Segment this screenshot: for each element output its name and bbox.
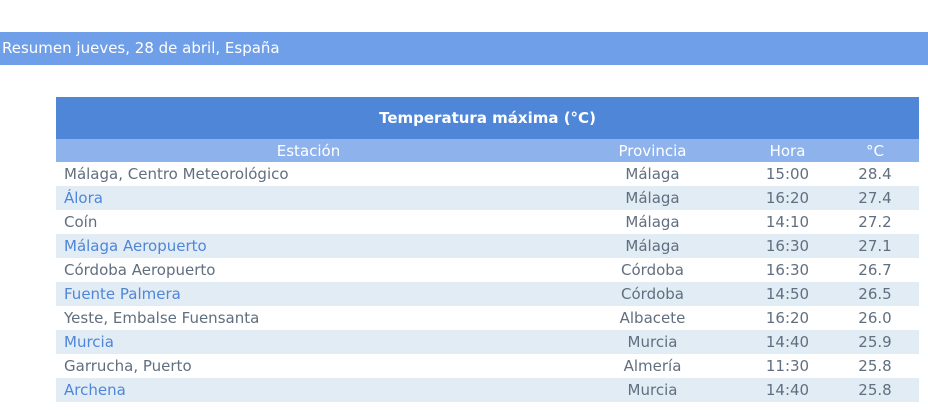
station-cell[interactable]: Málaga Aeropuerto bbox=[56, 234, 561, 258]
table-row: Archena Murcia 14:40 25.8 bbox=[56, 378, 920, 402]
temp-cell: 28.4 bbox=[831, 162, 920, 186]
station-cell[interactable]: Málaga, Centro Meteorológico bbox=[56, 162, 561, 186]
temp-cell: 27.1 bbox=[831, 234, 920, 258]
province-cell: Almería bbox=[561, 354, 744, 378]
table-row: Garrucha, Puerto Almería 11:30 25.8 bbox=[56, 354, 920, 378]
max-temperature-table-container: Temperatura máxima (°C) Estación Provinc… bbox=[56, 97, 920, 402]
table-row: Álora Málaga 16:20 27.4 bbox=[56, 186, 920, 210]
column-header-hour[interactable]: Hora bbox=[744, 139, 831, 162]
hour-cell: 15:00 bbox=[744, 162, 831, 186]
table-row: Fuente Palmera Córdoba 14:50 26.5 bbox=[56, 282, 920, 306]
temp-cell: 26.5 bbox=[831, 282, 920, 306]
temp-cell: 25.9 bbox=[831, 330, 920, 354]
hour-cell: 14:40 bbox=[744, 378, 831, 402]
station-cell[interactable]: Yeste, Embalse Fuensanta bbox=[56, 306, 561, 330]
station-cell[interactable]: Murcia bbox=[56, 330, 561, 354]
province-cell: Málaga bbox=[561, 162, 744, 186]
province-cell: Murcia bbox=[561, 378, 744, 402]
temp-cell: 26.0 bbox=[831, 306, 920, 330]
table-row: Murcia Murcia 14:40 25.9 bbox=[56, 330, 920, 354]
table-row: Yeste, Embalse Fuensanta Albacete 16:20 26.… bbox=[56, 306, 920, 330]
temp-cell: 26.7 bbox=[831, 258, 920, 282]
column-header-station[interactable]: Estación bbox=[56, 139, 561, 162]
station-cell[interactable]: Coín bbox=[56, 210, 561, 234]
table-row: Córdoba Aeropuerto Córdoba 16:30 26.7 bbox=[56, 258, 920, 282]
hour-cell: 11:30 bbox=[744, 354, 831, 378]
province-cell: Málaga bbox=[561, 210, 744, 234]
column-header-province[interactable]: Provincia bbox=[561, 139, 744, 162]
table-body: Málaga, Centro Meteorológico Málaga 15:00 2… bbox=[56, 162, 920, 402]
hour-cell: 16:30 bbox=[744, 234, 831, 258]
province-cell: Córdoba bbox=[561, 282, 744, 306]
hour-cell: 14:50 bbox=[744, 282, 831, 306]
province-cell: Córdoba bbox=[561, 258, 744, 282]
station-cell[interactable]: Álora bbox=[56, 186, 561, 210]
temp-cell: 27.2 bbox=[831, 210, 920, 234]
station-cell[interactable]: Fuente Palmera bbox=[56, 282, 561, 306]
station-cell[interactable]: Archena bbox=[56, 378, 561, 402]
summary-bar: Resumen jueves, 28 de abril, España bbox=[0, 32, 928, 65]
column-header-temp[interactable]: °C bbox=[831, 139, 920, 162]
hour-cell: 16:20 bbox=[744, 306, 831, 330]
temp-cell: 25.8 bbox=[831, 354, 920, 378]
table-row: Málaga, Centro Meteorológico Málaga 15:00 2… bbox=[56, 162, 920, 186]
summary-title: Resumen jueves, 28 de abril, España bbox=[2, 39, 280, 57]
hour-cell: 16:20 bbox=[744, 186, 831, 210]
province-cell: Albacete bbox=[561, 306, 744, 330]
temp-cell: 25.8 bbox=[831, 378, 920, 402]
station-cell[interactable]: Córdoba Aeropuerto bbox=[56, 258, 561, 282]
province-cell: Murcia bbox=[561, 330, 744, 354]
hour-cell: 16:30 bbox=[744, 258, 831, 282]
station-cell[interactable]: Garrucha, Puerto bbox=[56, 354, 561, 378]
table-row: Málaga Aeropuerto Málaga 16:30 27.1 bbox=[56, 234, 920, 258]
province-cell: Málaga bbox=[561, 234, 744, 258]
hour-cell: 14:40 bbox=[744, 330, 831, 354]
max-temperature-table: Temperatura máxima (°C) Estación Provinc… bbox=[56, 97, 920, 402]
province-cell: Málaga bbox=[561, 186, 744, 210]
table-row: Coín Málaga 14:10 27.2 bbox=[56, 210, 920, 234]
temp-cell: 27.4 bbox=[831, 186, 920, 210]
hour-cell: 14:10 bbox=[744, 210, 831, 234]
table-title: Temperatura máxima (°C) bbox=[56, 97, 920, 139]
